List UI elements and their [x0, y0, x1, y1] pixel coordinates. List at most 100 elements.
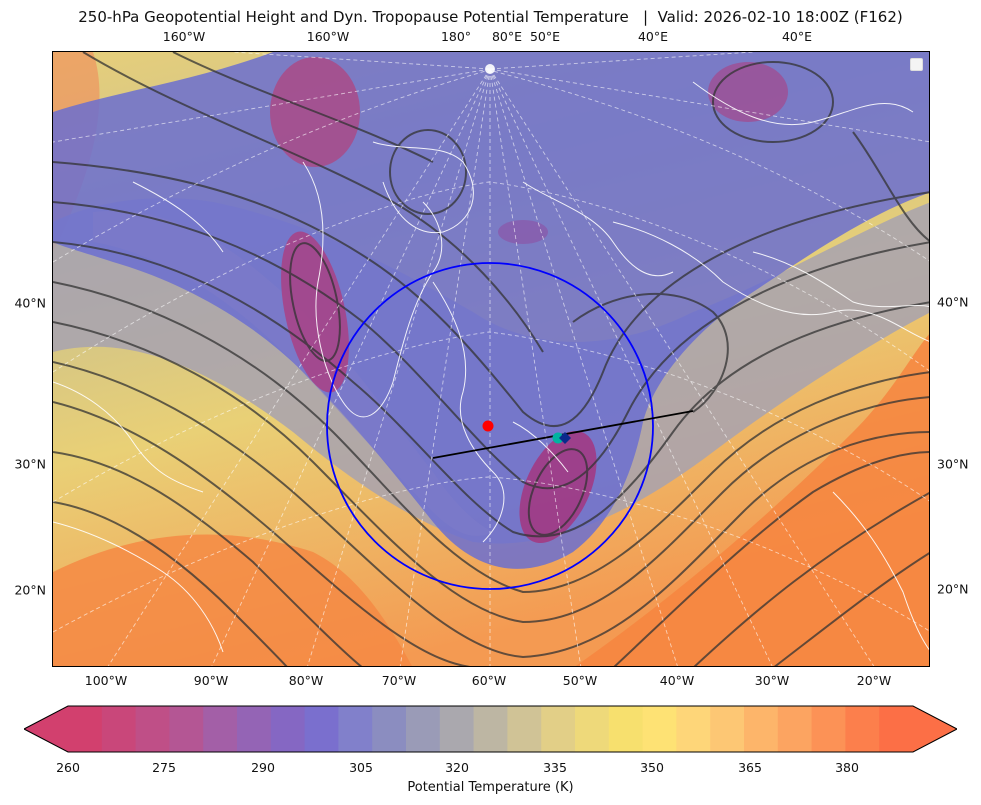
height-contour	[53, 241, 929, 538]
colorbar-tick: 380	[835, 760, 859, 775]
graticule	[53, 52, 929, 666]
top-tick-lon: 50°E	[529, 29, 561, 44]
right-tick-lat: 40°N	[937, 294, 969, 310]
top-tick-lon: 40°E	[637, 29, 669, 44]
height-contour	[852, 131, 929, 242]
bottom-tick-lon: 80°W	[288, 673, 324, 688]
cold-core-northeast	[708, 62, 788, 122]
coastline-western	[53, 381, 204, 493]
legend-box	[910, 58, 923, 71]
colorbar-segments	[68, 706, 914, 752]
colorbar-tick: 320	[445, 760, 469, 775]
left-tick-lat: 20°N	[14, 582, 46, 598]
colorbar-tick: 365	[738, 760, 762, 775]
height-contour	[53, 321, 929, 624]
bottom-tick-lon: 30°W	[754, 673, 790, 688]
colorbar-segment	[507, 706, 542, 752]
map-panel[interactable]	[52, 51, 930, 667]
figure-title: 250-hPa Geopotential Height and Dyn. Tro…	[78, 8, 903, 26]
colorbar-segment	[439, 706, 475, 752]
colorbar-segment	[473, 706, 508, 752]
height-contour	[82, 52, 544, 353]
colorbar-segment	[575, 706, 610, 752]
graticule-meridian	[211, 68, 491, 666]
bottom-tick-lon: 60°W	[471, 673, 507, 688]
left-tick-lat: 30°N	[14, 456, 46, 472]
colorbar-segment	[135, 706, 170, 752]
colorbar-segment	[608, 706, 644, 752]
coastline-southeast	[832, 491, 929, 651]
bottom-tick-lon: 20°W	[856, 673, 892, 688]
coastlines	[53, 81, 929, 653]
graticule-parallel	[53, 181, 929, 373]
analysis-circle	[326, 262, 654, 590]
top-tick-lon: 80°E	[491, 29, 523, 44]
bottom-tick-lon: 40°W	[659, 673, 695, 688]
colorbar-tick: 335	[543, 760, 567, 775]
colorbar-segment	[541, 706, 576, 752]
height-contour	[53, 361, 929, 659]
graticule-meridian	[489, 52, 754, 70]
colorbar-tick: 350	[640, 760, 664, 775]
warm-field-southwest	[53, 534, 412, 666]
colorbar-segment	[338, 706, 373, 752]
colorbar-segment	[372, 706, 407, 752]
graticule-meridian	[489, 68, 582, 666]
north-pole-marker	[485, 64, 495, 74]
colorbar-extend-low	[24, 706, 68, 752]
colorbar-segment	[237, 706, 272, 752]
height-contour-closed-low	[289, 242, 341, 362]
coastline-north-america-west	[302, 161, 443, 418]
colorbar-segment	[304, 706, 339, 752]
coastline-greenland	[372, 141, 474, 234]
height-contour	[53, 161, 929, 428]
right-tick-lat: 20°N	[937, 581, 969, 597]
height-contour	[613, 451, 929, 666]
height-contour-closed-low	[712, 61, 834, 143]
height-contour	[53, 451, 363, 666]
colorbar-segment	[169, 706, 204, 752]
colorbar	[24, 705, 957, 753]
colorbar-tick: 290	[251, 760, 275, 775]
cold-core-west	[281, 231, 349, 393]
height-contour	[773, 552, 929, 666]
polar-air-field	[53, 52, 929, 569]
colorbar-segment	[270, 706, 306, 752]
navy-star-marker	[559, 432, 571, 444]
colorbar-segment	[406, 706, 441, 752]
graticule-parallel	[53, 476, 929, 633]
coastline-europe-north	[522, 181, 674, 277]
graticule-meridian	[489, 68, 773, 666]
colorbar-segment	[811, 706, 846, 752]
cyan-position-marker	[552, 432, 564, 444]
left-tick-lat: 40°N	[14, 295, 46, 311]
coastline-asia	[752, 251, 929, 308]
colorbar-segment	[642, 706, 677, 752]
colorbar-tick: 260	[56, 760, 80, 775]
height-contour-closed-low	[389, 129, 467, 215]
coastline-southwest	[53, 521, 224, 653]
bottom-tick-lon: 90°W	[193, 673, 229, 688]
graticule-meridian	[489, 68, 929, 143]
colorbar-extend-high	[913, 706, 957, 752]
colorbar-segment	[101, 706, 137, 752]
colorbar-segment	[710, 706, 745, 752]
map-canvas	[53, 52, 929, 666]
right-tick-lat: 30°N	[937, 456, 969, 472]
colorbar-tick: 275	[152, 760, 176, 775]
colorbar-segment	[845, 706, 880, 752]
height-contour	[53, 401, 471, 666]
graticule-meridian	[53, 68, 491, 143]
bottom-tick-lon: 70°W	[381, 673, 417, 688]
cold-core-center	[498, 220, 548, 244]
colorbar-label: Potential Temperature (K)	[407, 780, 574, 795]
colorbar-segment	[879, 706, 914, 752]
top-tick-lon: 160°W	[162, 29, 206, 44]
trough-axis-shading	[93, 210, 493, 536]
colorbar-segment	[203, 706, 238, 752]
top-tick-lon: 40°E	[781, 29, 813, 44]
coastline-europe-south	[612, 221, 929, 342]
graticule-meridian	[307, 68, 491, 666]
colorbar-segment	[68, 706, 103, 752]
coastline-asia-north	[692, 81, 914, 126]
